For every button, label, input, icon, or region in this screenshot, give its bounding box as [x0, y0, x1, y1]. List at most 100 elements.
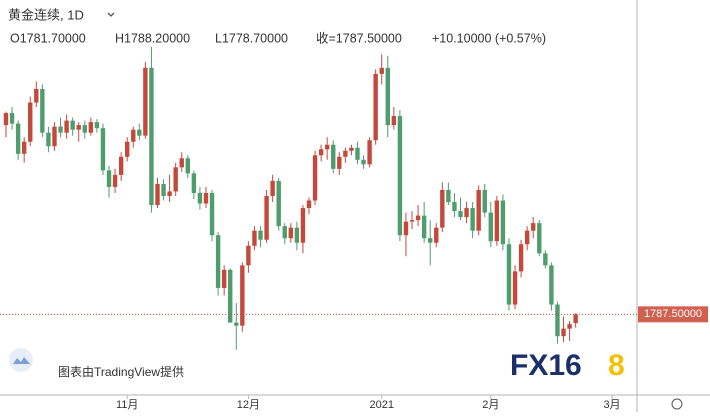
last-price-label: 1787.50000	[644, 308, 702, 320]
candle-body	[240, 265, 245, 326]
candle-body	[209, 192, 215, 236]
candle-body	[294, 227, 300, 243]
candle-body	[379, 67, 384, 74]
candle-body	[137, 129, 142, 136]
candle-body	[488, 212, 493, 242]
candle-body	[549, 265, 554, 305]
candle-body	[70, 120, 75, 130]
candle-body	[421, 215, 427, 239]
candle-body	[264, 195, 269, 240]
tv-logo	[9, 348, 33, 372]
candle-body	[452, 202, 457, 212]
candle-body	[125, 141, 130, 157]
candle-body	[106, 170, 112, 187]
candle-body	[28, 102, 33, 142]
logo-text: FX16	[510, 349, 582, 382]
candle-body	[252, 230, 257, 246]
candle-body	[482, 189, 487, 213]
candle-body	[531, 223, 536, 231]
candle-body	[506, 244, 512, 305]
candle-body	[470, 208, 475, 231]
candle-body	[149, 67, 154, 206]
x-tick-label: 2021	[369, 399, 393, 411]
candle-body	[391, 116, 397, 126]
candle-body	[288, 227, 294, 239]
candle-body	[21, 141, 27, 154]
candle-body	[143, 67, 148, 136]
candle-body	[179, 158, 184, 168]
candle-body	[167, 191, 172, 196]
chart-title[interactable]: 黄金连续, 1D	[8, 7, 84, 22]
plot-area	[3, 46, 578, 350]
candle-body	[300, 208, 306, 243]
candle-body	[246, 245, 251, 266]
ohlc-value: +10.10000 (+0.57%)	[432, 31, 546, 45]
candle-body	[64, 120, 69, 133]
settings-icon[interactable]	[671, 398, 683, 410]
candle-body	[131, 129, 136, 142]
x-tick-label: 12月	[237, 399, 260, 411]
candle-body	[331, 144, 336, 169]
candle-body	[397, 116, 403, 236]
candle-body	[567, 324, 572, 329]
candle-body	[518, 244, 524, 272]
candle-body	[561, 328, 566, 337]
ohlc-value: O1781.70000	[10, 31, 86, 45]
candle-body	[476, 189, 481, 231]
candle-body	[88, 122, 94, 133]
candle-body	[355, 147, 360, 160]
candle-body	[440, 189, 445, 228]
candle-body	[403, 221, 409, 236]
candle-body	[573, 314, 578, 324]
x-tick-label: 2月	[482, 399, 499, 411]
candle-body	[82, 125, 87, 133]
ohlc-value: L1778.70000	[215, 31, 288, 45]
x-tick-label: 3月	[603, 399, 620, 411]
candle-body	[185, 158, 190, 174]
candle-body	[100, 128, 106, 171]
candle-body	[9, 113, 15, 124]
candle-body	[324, 144, 330, 150]
candle-body	[434, 227, 439, 243]
candle-body	[409, 220, 415, 222]
candle-body	[58, 126, 63, 133]
candle-body	[415, 215, 421, 221]
candle-body	[337, 156, 342, 169]
candle-body	[494, 200, 500, 242]
candle-body	[312, 155, 318, 201]
watermark: 图表由TradingView提供	[58, 364, 184, 379]
candle-body	[543, 253, 548, 266]
candle-body	[458, 211, 463, 218]
candle-body	[512, 271, 518, 305]
candle-body	[361, 159, 366, 165]
ohlc-value: 收=1787.50000	[316, 31, 402, 45]
candle-body	[203, 192, 209, 204]
candle-body	[270, 180, 275, 196]
candle-body	[276, 180, 281, 227]
candle-body	[46, 132, 51, 147]
interval-chevron[interactable]	[107, 12, 115, 17]
candle-body	[173, 167, 178, 192]
candle-body	[318, 149, 324, 156]
candle-body	[524, 230, 530, 245]
candle-body	[221, 269, 227, 288]
candle-body	[282, 226, 287, 239]
candle-body	[155, 183, 160, 206]
candle-body	[191, 173, 197, 193]
candle-body	[373, 73, 378, 141]
ohlc-value: H1788.20000	[115, 31, 190, 45]
candle-body	[234, 322, 239, 326]
candle-body	[446, 189, 451, 203]
candle-body	[464, 208, 469, 218]
logo-accent: 8	[608, 349, 625, 382]
candle-body	[428, 238, 433, 243]
candle-body	[52, 126, 57, 147]
candle-body	[40, 88, 45, 133]
candle-body	[385, 67, 390, 126]
candle-body	[15, 123, 21, 154]
candle-body	[215, 235, 221, 288]
candle-body	[112, 174, 118, 187]
candle-body	[306, 200, 312, 209]
